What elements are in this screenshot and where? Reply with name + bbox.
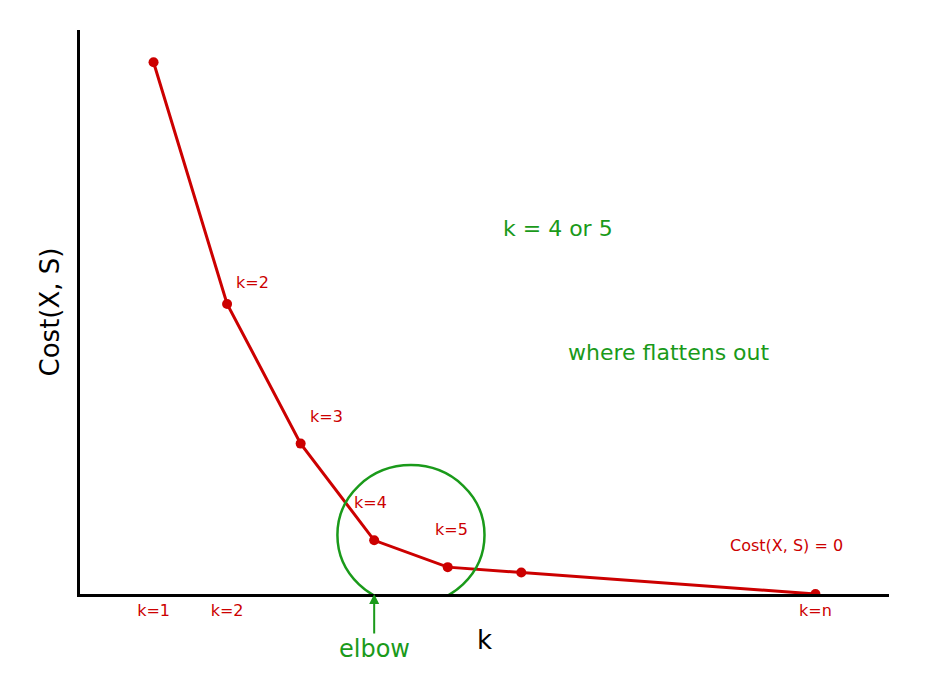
svg-text:k=n: k=n (799, 601, 832, 620)
svg-text:k=4: k=4 (354, 493, 387, 512)
svg-text:k=2: k=2 (211, 601, 244, 620)
svg-text:Cost(X, S): Cost(X, S) (35, 248, 65, 377)
svg-text:k=1: k=1 (137, 601, 170, 620)
svg-text:k=3: k=3 (310, 407, 343, 426)
svg-text:k=2: k=2 (236, 273, 269, 292)
svg-text:k: k (477, 625, 492, 655)
svg-text:Cost(X, S) = 0: Cost(X, S) = 0 (730, 536, 843, 555)
svg-text:k=5: k=5 (435, 520, 468, 539)
svg-text:elbow: elbow (339, 635, 410, 663)
svg-text:k = 4 or 5: k = 4 or 5 (503, 216, 613, 241)
svg-text:where flattens out: where flattens out (568, 340, 769, 365)
